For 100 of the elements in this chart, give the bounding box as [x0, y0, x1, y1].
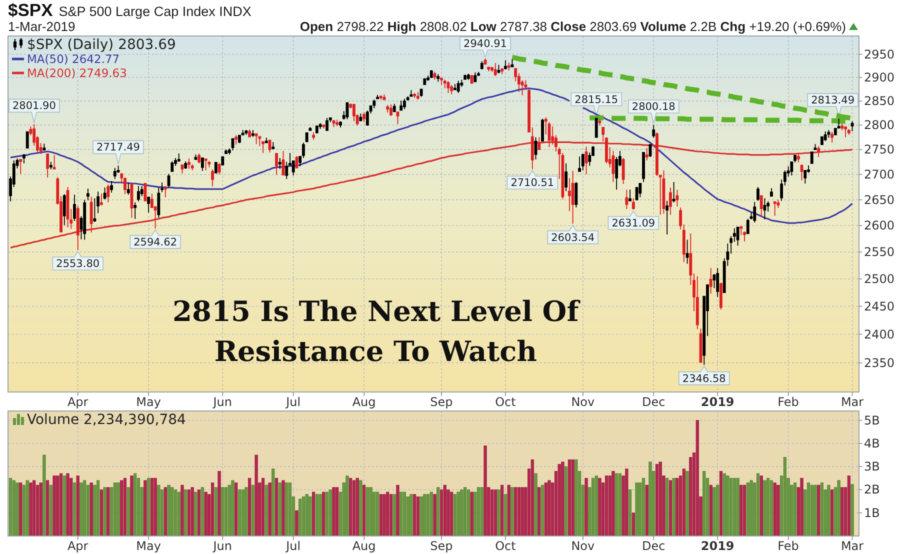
candlestick: [188, 158, 190, 170]
bar: [170, 487, 174, 536]
x-tick-label: Sep: [430, 539, 453, 553]
bar: [90, 482, 93, 536]
candlestick: [275, 152, 278, 176]
line-series: [10, 141, 854, 249]
y-tick-label: 2450: [864, 299, 895, 314]
candlestick: [830, 131, 834, 144]
bar: [396, 484, 400, 536]
candlestick: [19, 158, 22, 174]
bar: [591, 478, 595, 536]
candlestick: [403, 98, 406, 110]
bar: [806, 482, 810, 536]
candlestick: [642, 152, 645, 182]
bar: [288, 482, 292, 536]
text: 1-Mar-2019: [8, 19, 76, 34]
candlestick: [450, 84, 454, 95]
bar: [598, 478, 602, 536]
bar: [494, 490, 497, 536]
bar: [200, 487, 204, 536]
bar: [352, 480, 356, 536]
x-tick-label: May: [136, 539, 161, 553]
bar: [272, 468, 275, 536]
y-tick-label: 2800: [864, 118, 895, 132]
y-tick-label: 2400: [864, 327, 895, 342]
candlestick: [497, 64, 500, 74]
bar: [538, 487, 541, 536]
legend-label: Volume 2,234,390,784: [27, 412, 186, 428]
x-tick-label: 2019: [700, 395, 734, 409]
candlestick: [541, 118, 544, 142]
candlestick: [379, 94, 382, 100]
bar: [123, 478, 127, 536]
bar: [167, 484, 170, 536]
bar: [464, 487, 467, 536]
bar: [147, 478, 150, 536]
candlestick: [652, 124, 656, 138]
candlestick: [770, 188, 773, 197]
candlestick: [440, 77, 443, 86]
text: Open 2798.22 High 2808.02 Low 2787.38 Close 2803.69 Volume 2.2B Chg +19.20 (+0.69%): [300, 19, 846, 34]
bar: [480, 487, 484, 536]
bar: [184, 490, 188, 536]
bar: [234, 482, 238, 536]
candlestick: [264, 137, 268, 144]
bar: [318, 494, 322, 536]
candlestick: [645, 148, 648, 161]
bar: [248, 478, 252, 536]
candlestick: [622, 158, 625, 184]
bar: [702, 470, 706, 536]
candlestick: [430, 70, 433, 78]
bar: [732, 478, 736, 536]
bar: [346, 476, 349, 536]
candlestick: [83, 199, 86, 240]
candlestick: [336, 119, 339, 127]
candlestick: [200, 158, 204, 172]
candlestick: [198, 153, 201, 164]
bar: [376, 492, 380, 536]
candlestick: [362, 112, 366, 123]
bar: [648, 462, 652, 536]
x-tick-label: 2019: [700, 539, 734, 553]
bar: [413, 494, 416, 536]
x-tick-label: May: [136, 395, 161, 409]
candlestick: [760, 194, 763, 218]
x-tick-label: Jul: [285, 395, 301, 409]
candlestick: [272, 142, 275, 150]
annotation: 2346.58: [682, 372, 726, 385]
candlestick: [574, 182, 578, 208]
candlestick: [211, 168, 214, 187]
bar: [231, 480, 234, 536]
candlestick: [184, 160, 188, 170]
bar: [847, 476, 850, 536]
candlestick: [103, 187, 106, 200]
bar: [224, 487, 228, 536]
bar: [645, 484, 648, 536]
bar: [612, 470, 615, 536]
bar: [800, 478, 804, 536]
candlestick: [46, 153, 50, 178]
bar: [672, 478, 676, 536]
candlestick: [86, 188, 90, 201]
candlestick: [352, 103, 356, 122]
y-tick-label: 2350: [864, 356, 895, 370]
bar: [584, 478, 588, 536]
bar: [62, 476, 66, 536]
bar: [164, 487, 167, 536]
candlestick: [106, 184, 110, 203]
bar: [410, 494, 413, 536]
bar: [530, 459, 534, 536]
candlestick: [443, 79, 446, 89]
candlestick: [221, 156, 224, 166]
bar: [814, 484, 817, 536]
bar: [8, 478, 12, 536]
candlestick: [194, 154, 198, 160]
annotation: 2815 Is The Next Level Of Resistance To Watch: [172, 295, 581, 368]
candlestick: [847, 128, 850, 136]
annotation: 2553.80: [56, 258, 100, 270]
bar: [198, 490, 201, 536]
candlestick: [824, 130, 827, 142]
y-tick-label: 2B: [864, 482, 880, 497]
bar: [568, 459, 571, 536]
candlestick: [571, 170, 574, 224]
candlestick: [753, 201, 756, 223]
